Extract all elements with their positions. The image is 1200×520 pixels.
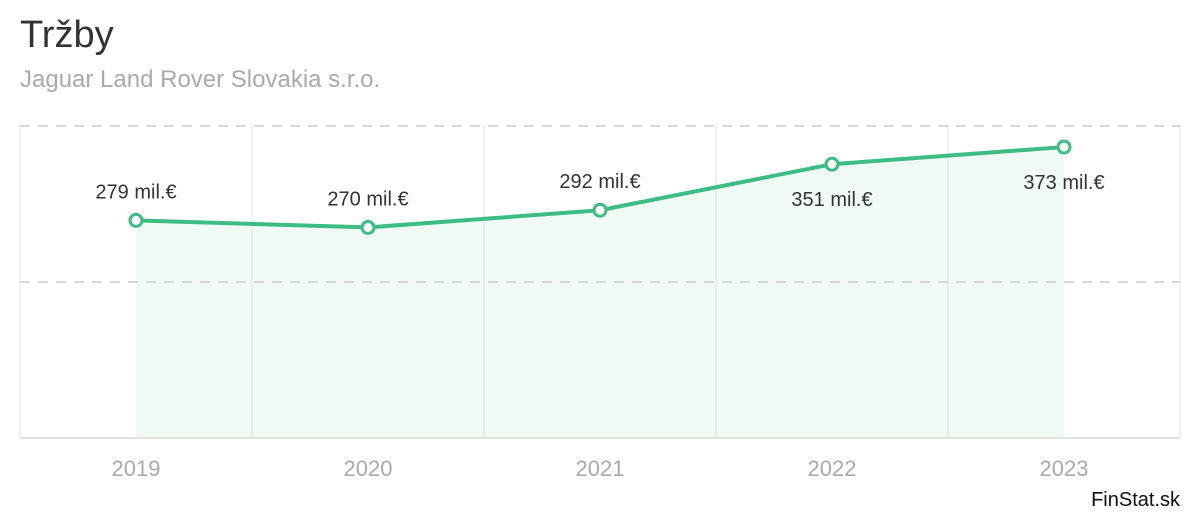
x-tick-label: 2020 — [344, 456, 393, 481]
data-label: 373 mil.€ — [1023, 172, 1104, 194]
data-point — [824, 156, 840, 172]
data-label: 292 mil.€ — [559, 171, 640, 193]
x-tick-label: 2022 — [808, 456, 857, 481]
data-label: 279 mil.€ — [95, 181, 176, 203]
data-point — [128, 212, 144, 228]
finstat-brand[interactable]: FinStat.sk — [1091, 489, 1180, 511]
x-tick-label: 2019 — [112, 456, 161, 481]
chart-subtitle: Jaguar Land Rover Slovakia s.r.o. — [20, 66, 381, 93]
area-fill — [136, 147, 1064, 438]
data-point — [360, 219, 376, 235]
data-label: 270 mil.€ — [327, 188, 408, 210]
chart-title: Tržby — [20, 14, 114, 56]
x-tick-label: 2021 — [576, 456, 625, 481]
data-point — [592, 202, 608, 218]
data-label: 351 mil.€ — [791, 189, 872, 211]
x-tick-label: 2023 — [1040, 456, 1089, 481]
data-point — [1056, 139, 1072, 155]
